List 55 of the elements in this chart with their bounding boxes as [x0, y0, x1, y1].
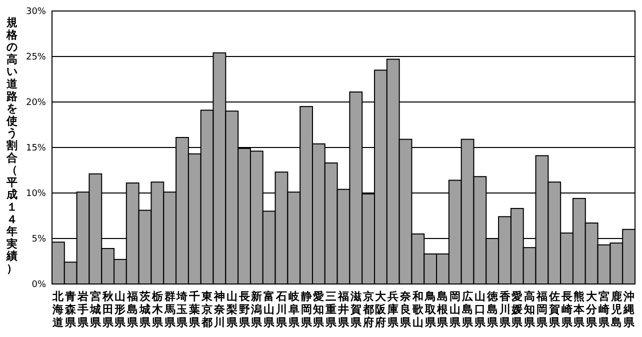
x-tick-label: 岐阜県 [287, 290, 300, 329]
x-tick-label: 長野県 [238, 290, 251, 329]
x-tick-label: 群馬県 [163, 290, 176, 329]
x-tick-label: 静岡県 [300, 290, 313, 329]
y-tick-label: 0% [32, 280, 46, 290]
x-tick-label: 山梨県 [225, 290, 238, 329]
x-tick-label: 福井県 [337, 290, 350, 329]
x-tick-label: 宮崎県 [597, 290, 610, 329]
x-tick-label: 埼玉県 [176, 290, 189, 329]
x-tick-label: 青森県 [64, 290, 78, 329]
y-tick-label: 25% [26, 52, 46, 62]
x-tick-label: 栃木県 [150, 290, 164, 329]
y-tick-label: 5% [32, 234, 46, 244]
x-tick-label: 鳥取県 [424, 290, 437, 329]
x-tick-label: 三重県 [324, 290, 338, 329]
x-tick-label: 千葉県 [188, 290, 202, 329]
x-tick-label: 神奈川 [212, 290, 226, 329]
x-tick-label: 長崎県 [560, 290, 574, 329]
x-tick-label: 沖縄県 [622, 290, 636, 329]
x-tick-label: 熊本県 [572, 290, 586, 329]
x-tick-label: 秋田県 [101, 290, 114, 329]
x-tick-label: 石川県 [274, 290, 288, 329]
x-tick-label: 高知県 [523, 290, 536, 329]
y-tick-label: 30% [26, 7, 46, 17]
x-tick-label: 和歌山 [411, 290, 424, 329]
x-tick-label: 広島県 [461, 290, 474, 329]
x-tick-label: 山口県 [473, 290, 486, 329]
x-tick-label: 佐賀県 [548, 290, 561, 329]
x-tick-label: 滋賀県 [349, 290, 362, 329]
x-tick-label: 大分県 [585, 290, 598, 329]
y-axis-title: 規格の高い道路を使う割合（平成１４年実績） [6, 16, 18, 275]
x-tick-label: 愛媛県 [510, 290, 524, 329]
x-tick-label: 島根県 [436, 290, 450, 329]
x-tick-label: 富山県 [262, 290, 276, 329]
x-tick-label: 東京都 [200, 290, 214, 329]
x-tick-label: 香川県 [498, 290, 512, 329]
x-tick-label: 北海道 [52, 290, 65, 329]
y-tick-label: 10% [26, 189, 46, 199]
x-tick-label: 岩手県 [76, 290, 90, 329]
x-tick-label: 徳島県 [486, 290, 499, 329]
x-tick-label: 福島県 [126, 290, 140, 329]
x-tick-label: 福岡県 [535, 290, 548, 329]
x-tick-label: 兵庫県 [386, 290, 400, 329]
x-tick-label: 宮城県 [88, 290, 102, 329]
x-tick-label: 大阪府 [374, 290, 388, 329]
x-tick-label: 茨城県 [138, 290, 152, 329]
y-tick-label: 15% [26, 144, 46, 154]
x-tick-label: 新潟県 [250, 290, 264, 329]
x-tick-label: 岡山県 [448, 290, 462, 329]
x-tick-label: 愛知県 [312, 290, 326, 329]
x-tick-label: 奈良県 [399, 290, 412, 329]
x-tick-label: 山形県 [114, 290, 127, 329]
x-tick-label: 京都府 [362, 290, 374, 329]
x-tick-label: 鹿児島 [610, 290, 622, 329]
y-tick-label: 20% [26, 98, 46, 108]
